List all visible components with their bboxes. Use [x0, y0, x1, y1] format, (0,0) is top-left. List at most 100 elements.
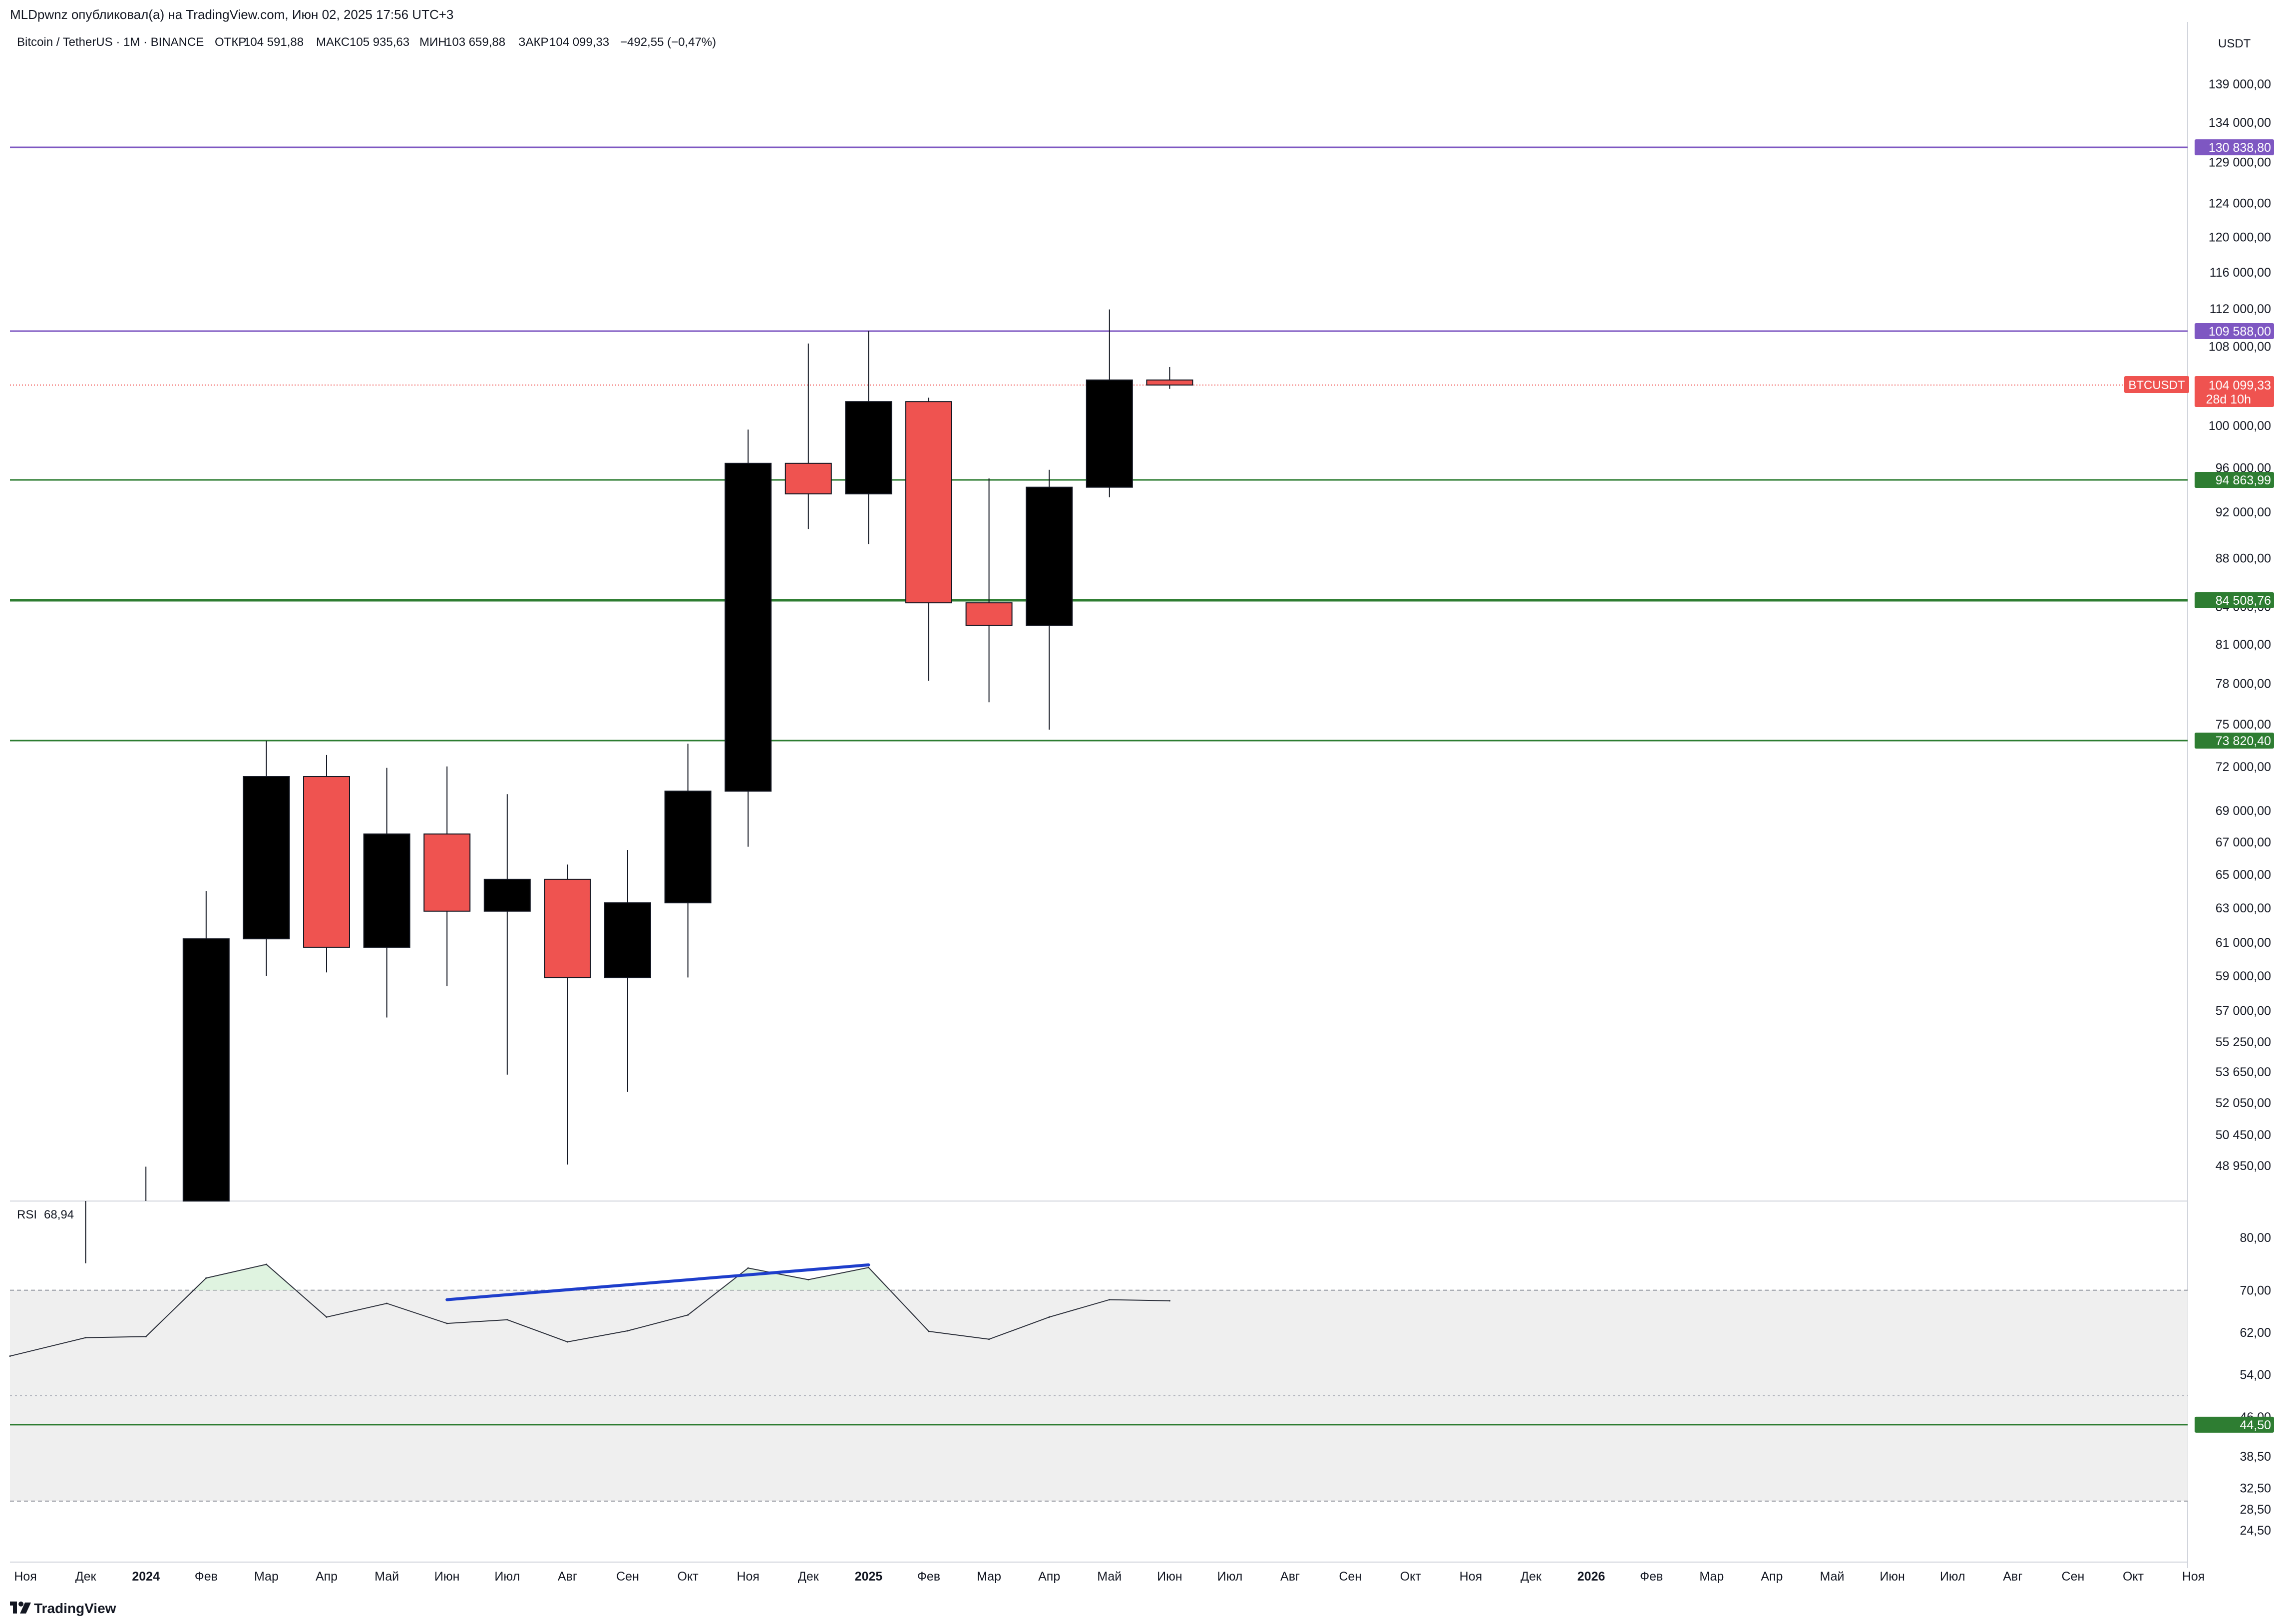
- rsi-line[interactable]: [9, 1263, 1170, 1357]
- rsi-tick-label: 24,50: [2240, 1524, 2271, 1538]
- time-axis-label: Сен: [616, 1570, 639, 1584]
- time-axis-label: Дек: [798, 1570, 819, 1584]
- time-axis-label: Дек: [75, 1570, 97, 1584]
- price-tick-label: 55 250,00: [2216, 1035, 2271, 1049]
- rsi-point: [145, 1336, 147, 1338]
- rsi-point: [1168, 1300, 1170, 1302]
- symbol-tag[interactable]: [2124, 376, 2189, 393]
- legend-symbol: Bitcoin / TetherUS · 1M · BINANCE: [17, 35, 204, 49]
- time-axis-label: Апр: [1038, 1570, 1060, 1584]
- candle-body: [784, 462, 832, 494]
- level-price-tag-text: 73 820,40: [2216, 734, 2271, 748]
- candle[interactable]: [905, 398, 952, 681]
- level-price-tag[interactable]: [2195, 733, 2274, 749]
- candle-body: [604, 902, 651, 978]
- level-price-tag[interactable]: [2195, 592, 2274, 608]
- candle[interactable]: [784, 343, 832, 529]
- rsi-point: [1109, 1299, 1111, 1301]
- countdown-text: 28d 10h: [2206, 393, 2251, 406]
- current-price-text: 104 099,33: [2209, 379, 2271, 393]
- level-price-tag[interactable]: [2195, 323, 2274, 339]
- candle-body: [664, 791, 712, 903]
- rsi-level-tag[interactable]: [2195, 1416, 2274, 1433]
- price-tick-label: 75 000,00: [2216, 718, 2271, 732]
- price-tick-label: 81 000,00: [2216, 638, 2271, 652]
- time-axis-label: Июн: [1880, 1570, 1905, 1584]
- candle[interactable]: [1146, 367, 1193, 389]
- candle[interactable]: [423, 766, 471, 986]
- candle-body: [303, 776, 350, 948]
- rsi-point: [326, 1316, 328, 1318]
- price-tick-label: 120 000,00: [2209, 231, 2271, 245]
- tradingview-logo-icon[interactable]: [10, 1602, 31, 1614]
- candle-body: [1146, 379, 1193, 386]
- price-tick-label: 52 050,00: [2216, 1096, 2271, 1110]
- candle[interactable]: [243, 741, 290, 976]
- price-tick-label: 59 000,00: [2216, 969, 2271, 983]
- time-axis-label: Фев: [1640, 1570, 1663, 1584]
- publish-line: MLDpwnz опубликовал(а) на TradingView.co…: [10, 7, 453, 22]
- rsi-level-tag-text: 44,50: [2240, 1418, 2271, 1432]
- candle[interactable]: [544, 864, 591, 1165]
- time-axis-label: Май: [375, 1570, 399, 1584]
- candle-body: [423, 833, 471, 912]
- time-axis-label: Сен: [2062, 1570, 2085, 1584]
- time-axis-label: Авг: [2003, 1570, 2022, 1584]
- level-price-tag-text: 84 508,76: [2216, 594, 2271, 608]
- time-axis-label: Окт: [678, 1570, 699, 1584]
- candle[interactable]: [1026, 469, 1073, 730]
- time-axis-label: Авг: [558, 1570, 577, 1584]
- rsi-point: [85, 1337, 87, 1339]
- price-tick-label: 61 000,00: [2216, 936, 2271, 950]
- price-tick-label: 134 000,00: [2209, 116, 2271, 130]
- candle[interactable]: [483, 794, 531, 1075]
- candle[interactable]: [664, 744, 712, 978]
- candle[interactable]: [965, 478, 1013, 703]
- price-tick-label: 72 000,00: [2216, 760, 2271, 774]
- level-price-tag-text: 130 838,80: [2209, 141, 2271, 155]
- time-axis-label: Фев: [195, 1570, 218, 1584]
- time-axis-label: Окт: [2123, 1570, 2144, 1584]
- time-axis-label: Июл: [494, 1570, 520, 1584]
- candle[interactable]: [1086, 309, 1133, 497]
- time-axis-label: Фев: [917, 1570, 940, 1584]
- legend-low-label: МИН: [419, 35, 447, 49]
- candle[interactable]: [845, 331, 892, 544]
- candle[interactable]: [725, 429, 772, 847]
- time-axis-label: Авг: [1280, 1570, 1300, 1584]
- rsi-legend-value: 68,94: [44, 1208, 74, 1221]
- rsi-point: [747, 1267, 749, 1269]
- current-price-tag[interactable]: [2195, 376, 2274, 407]
- candle[interactable]: [303, 755, 350, 973]
- time-axis-label: Ноя: [14, 1570, 37, 1584]
- time-axis-label: Май: [1820, 1570, 1845, 1584]
- time-axis-label: Ноя: [1460, 1570, 1483, 1584]
- time-axis-label: Мар: [254, 1570, 279, 1584]
- candle-body: [1026, 486, 1073, 626]
- level-price-tag[interactable]: [2195, 472, 2274, 488]
- candle-body: [725, 462, 772, 792]
- rsi-point: [506, 1319, 508, 1321]
- candle[interactable]: [604, 850, 651, 1092]
- candle[interactable]: [182, 891, 230, 1202]
- rsi-divergence-trendline[interactable]: [445, 1263, 870, 1301]
- candle-body: [363, 833, 410, 948]
- time-axis-label: Июн: [434, 1570, 460, 1584]
- price-tick-label: 112 000,00: [2210, 302, 2271, 316]
- candle-body: [845, 401, 892, 494]
- candle-body: [544, 878, 591, 978]
- level-price-tag[interactable]: [2195, 139, 2274, 155]
- candle-body: [965, 602, 1013, 626]
- legend-open-label: ОТКР: [215, 35, 246, 49]
- rsi-point: [627, 1330, 629, 1332]
- rsi-point: [566, 1341, 568, 1343]
- time-axis-label: Июн: [1157, 1570, 1182, 1584]
- candle-body: [182, 938, 230, 1202]
- rsi-point: [205, 1277, 207, 1279]
- time-axis-label: Июл: [1940, 1570, 1965, 1584]
- price-tick-label: 108 000,00: [2209, 340, 2271, 354]
- candle[interactable]: [363, 768, 410, 1018]
- price-tick-label: 63 000,00: [2216, 901, 2271, 915]
- rsi-point: [386, 1302, 388, 1304]
